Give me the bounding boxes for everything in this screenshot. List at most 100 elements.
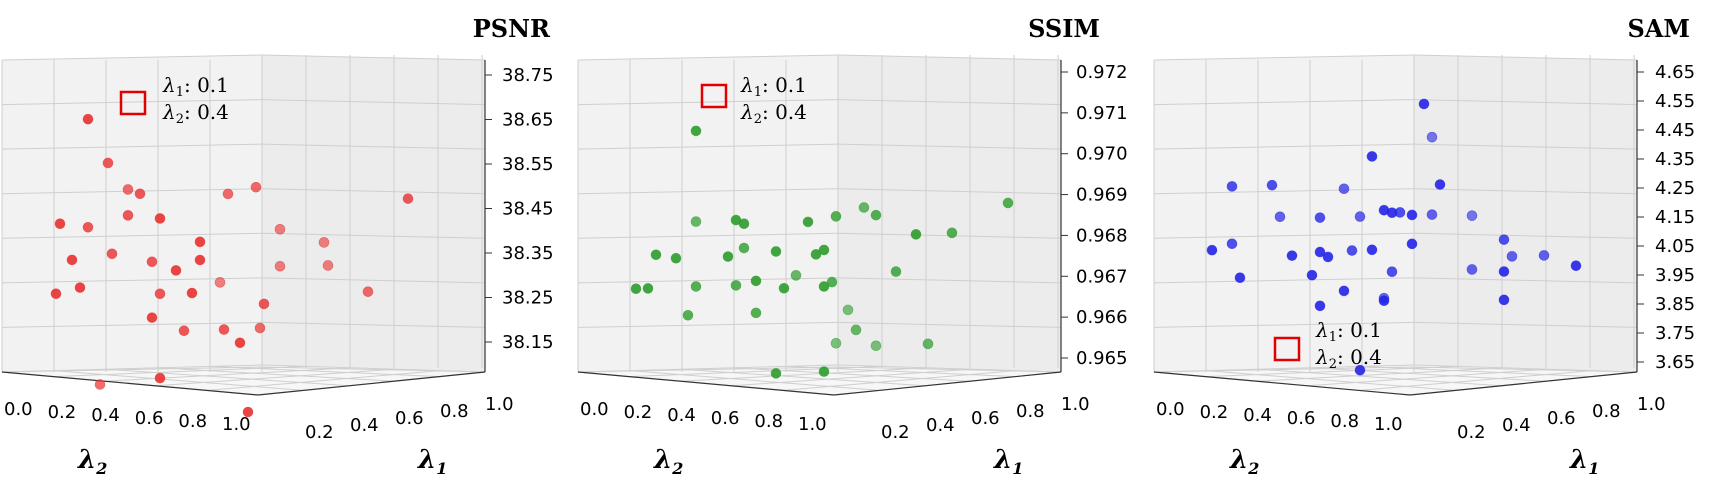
z-tick-label: 4.15	[1655, 207, 1695, 228]
z-tick-label: 3.75	[1655, 323, 1695, 344]
x-axis-label-subscript: 2	[1247, 459, 1259, 478]
data-point	[818, 244, 830, 256]
x-tick-label: 0.6	[1287, 408, 1316, 429]
y-tick-label: 0.4	[926, 415, 955, 436]
z-tick-label: 0.969	[1076, 185, 1128, 206]
data-point	[1314, 246, 1326, 258]
z-tick-label: 4.05	[1655, 236, 1695, 257]
data-point	[1002, 197, 1014, 209]
grid-line	[1413, 232, 1638, 239]
data-point	[1498, 294, 1510, 306]
data-point	[738, 242, 750, 254]
z-tick-label: 4.45	[1655, 120, 1695, 141]
grid-line	[577, 232, 839, 239]
plot-title: SSIM	[1028, 14, 1100, 43]
grid-line	[629, 365, 883, 378]
data-point	[650, 249, 662, 261]
grid-line	[1, 54, 263, 61]
z-tick-label: 0.971	[1076, 103, 1128, 124]
plot-title: PSNR	[473, 14, 551, 43]
grid-line	[1307, 368, 1548, 387]
z-tick-label: 38.55	[502, 154, 554, 175]
data-point	[1426, 131, 1438, 143]
data-point	[82, 113, 94, 125]
grid-line	[1153, 188, 1415, 195]
data-point	[122, 184, 134, 195]
data-point	[1406, 238, 1418, 250]
data-point	[402, 193, 414, 204]
sam-plot: SAM 4.65 4.55 4.45 4.35 4.25 4.15 4.05 3.95 3.85 3…	[1153, 14, 1695, 478]
data-point	[870, 340, 882, 352]
y-tick-label: 0.2	[305, 422, 334, 443]
z-tick-label: 38.75	[502, 65, 554, 86]
data-point	[1226, 181, 1238, 192]
grid-line	[837, 99, 1062, 106]
grid-line	[157, 367, 395, 382]
data-point	[1274, 211, 1286, 223]
data-point	[1338, 183, 1350, 195]
z-tick-label: 38.15	[502, 332, 554, 353]
grid-line	[261, 143, 486, 150]
data-point	[1286, 250, 1298, 261]
data-point	[890, 266, 902, 277]
data-point	[802, 216, 814, 228]
data-point	[1538, 250, 1550, 261]
highlight-box	[700, 83, 728, 109]
data-point	[830, 337, 842, 349]
y-tick-label: 1.0	[1637, 394, 1666, 415]
grid-line	[1309, 367, 1547, 382]
data-point	[1354, 211, 1366, 222]
data-point	[242, 406, 254, 418]
y-tick-label: 0.4	[1502, 415, 1531, 436]
grid-line	[261, 188, 486, 195]
data-point	[222, 188, 234, 200]
z-tick-label: 38.45	[502, 199, 554, 220]
z-tick-label: 38.65	[502, 110, 554, 131]
grid-line	[209, 365, 440, 378]
z-tick-label: 4.55	[1655, 91, 1695, 112]
grid-line	[577, 364, 839, 373]
y-tick-label: 0.2	[881, 422, 910, 443]
grid-line	[261, 232, 486, 239]
x-tick-label: 0.2	[48, 402, 77, 423]
x-tick-label: 0.4	[667, 405, 696, 426]
data-point	[74, 282, 86, 293]
highlight-annotation: λ1: 0.1λ2: 0.4	[700, 73, 807, 127]
grid-line	[1257, 368, 1501, 387]
data-point	[1322, 251, 1334, 263]
grid-line	[837, 321, 1062, 328]
data-point	[858, 202, 870, 213]
x-tick-label: 0.0	[580, 399, 609, 420]
grid-line	[104, 367, 352, 382]
lambda2-annotation: λ2: 0.4	[162, 100, 229, 127]
grid-line	[53, 370, 304, 391]
data-point	[1394, 207, 1406, 218]
y-axis-label: λ1	[1569, 445, 1599, 478]
grid-line	[1153, 232, 1415, 239]
data-point	[630, 283, 642, 295]
data-point	[154, 213, 166, 224]
grid-line	[261, 99, 486, 106]
x-tick-label: 0.2	[1200, 402, 1229, 423]
x-tick-label: 0.4	[1243, 405, 1272, 426]
data-point	[218, 324, 230, 335]
data-point	[1226, 238, 1238, 250]
psnr-plot: PSNR 38.75 38.65 38.55 38.45 38.35 38.25 38.15 0…	[1, 14, 554, 478]
grid-line	[837, 188, 1062, 195]
x-axis-line	[1, 371, 259, 396]
grid-line	[261, 321, 486, 328]
data-point	[82, 221, 94, 233]
y-tick-label: 0.8	[440, 401, 469, 422]
back-pane-right	[262, 55, 485, 372]
y-tick-label: 0.6	[971, 408, 1000, 429]
grid-line	[1, 99, 263, 106]
data-point	[94, 379, 106, 390]
grid-line	[837, 54, 1062, 61]
grid-line	[1, 364, 263, 373]
y-tick-label: 0.6	[1547, 408, 1576, 429]
data-point	[826, 276, 838, 288]
data-point	[362, 286, 374, 297]
data-point	[274, 260, 286, 272]
data-point	[1406, 209, 1418, 221]
data-point	[1234, 272, 1246, 284]
